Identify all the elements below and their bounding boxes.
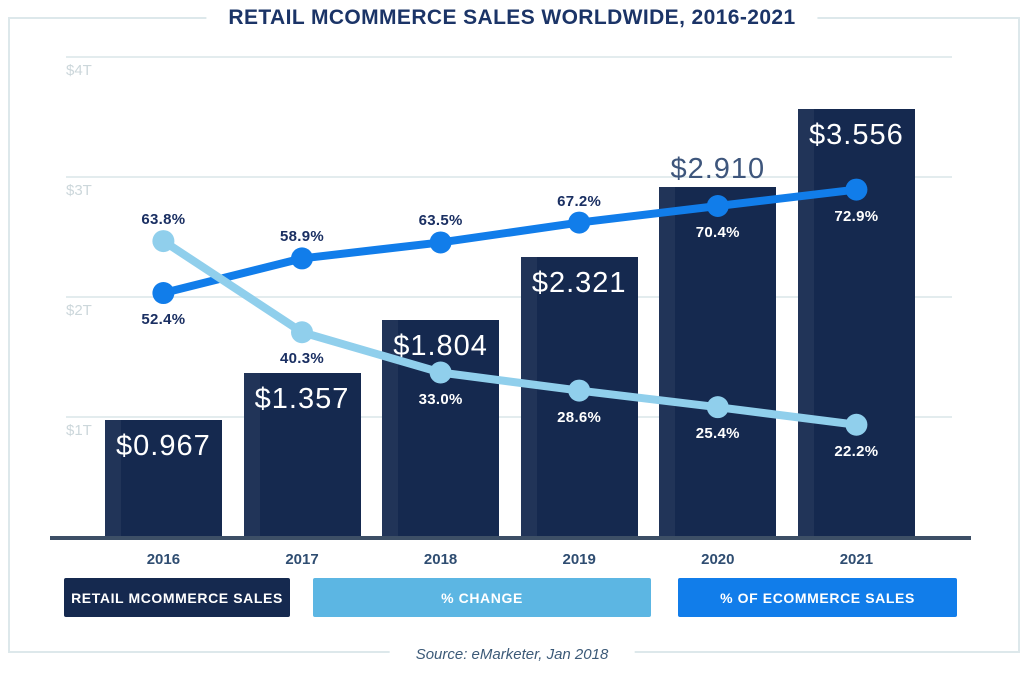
- point-label: 40.3%: [279, 350, 325, 368]
- x-axis-line: [50, 536, 971, 540]
- point-label: 52.4%: [141, 311, 186, 329]
- point-label: 72.9%: [834, 207, 879, 225]
- bar-value-label: $1.357: [254, 383, 350, 416]
- x-axis-label-2016: 2016: [146, 551, 181, 568]
- chart-title: RETAIL MCOMMERCE SALES WORLDWIDE, 2016-2…: [206, 5, 818, 30]
- point-label: 63.8%: [141, 211, 186, 229]
- source-note: Source: eMarketer, Jan 2018: [389, 645, 635, 665]
- point-label: 70.4%: [695, 223, 740, 241]
- x-axis-label-2017: 2017: [285, 551, 319, 568]
- legend-badge-retail-mcommerce-sales: RETAIL MCOMMERCE SALES: [64, 578, 290, 617]
- bar-2021: [797, 109, 915, 536]
- point-label: 58.9%: [279, 228, 325, 246]
- y-axis-tick-label: $1T: [66, 422, 92, 439]
- point-label: 25.4%: [695, 425, 740, 443]
- bar-value-label: $0.967: [116, 429, 211, 462]
- gridline-$3T: [66, 176, 952, 178]
- bar-highlight-strip: [797, 109, 814, 536]
- y-axis-tick-label: $3T: [66, 182, 92, 199]
- gridline-$4T: [66, 56, 952, 58]
- bar-value-label: $2.910: [670, 152, 766, 185]
- bar-2016: [104, 419, 222, 536]
- legend-badge--of-ecommerce-sales: % OF ECOMMERCE SALES: [678, 578, 957, 617]
- x-axis-label-2021: 2021: [839, 551, 874, 568]
- point-label: 63.5%: [418, 212, 463, 230]
- bar-value-label: $2.321: [531, 267, 627, 300]
- bar-value-label: $1.804: [393, 329, 488, 362]
- bar-highlight-strip: [104, 419, 121, 536]
- point-label: 33.0%: [418, 390, 463, 408]
- point-label: 67.2%: [557, 192, 602, 210]
- x-axis-label-2018: 2018: [423, 551, 458, 568]
- point-label: 28.6%: [557, 408, 602, 426]
- x-axis-label-2020: 2020: [701, 551, 735, 568]
- point-label: 22.2%: [834, 442, 879, 460]
- bar-value-label: $3.556: [809, 119, 904, 152]
- legend-badge--change: % CHANGE: [313, 578, 651, 617]
- y-axis-tick-label: $2T: [66, 302, 92, 319]
- x-axis-label-2019: 2019: [562, 551, 596, 568]
- y-axis-tick-label: $4T: [66, 62, 92, 79]
